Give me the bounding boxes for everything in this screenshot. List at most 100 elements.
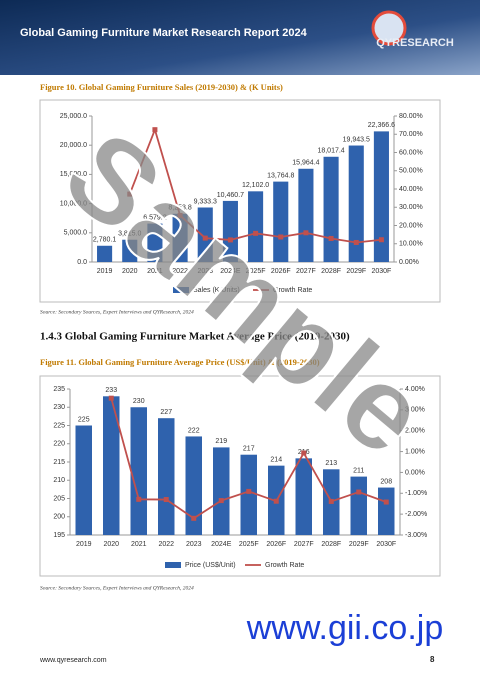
y2-tick-label: -2.00% <box>405 511 427 518</box>
y-tick-label: 0.0 <box>77 259 87 266</box>
growth-marker <box>301 450 307 456</box>
bar <box>373 131 389 262</box>
bar <box>222 200 238 262</box>
x-tick-label: 2027F <box>294 541 314 548</box>
x-tick-label: 2026F <box>266 541 286 548</box>
bar <box>273 181 289 262</box>
data-label: 13,764.8 <box>267 172 294 179</box>
x-tick-label: 2021 <box>131 541 147 548</box>
figure-caption: Figure 11. Global Gaming Furniture Avera… <box>40 357 320 367</box>
bar <box>185 436 202 535</box>
data-label: 8,253.8 <box>168 205 191 212</box>
y2-tick-label: 30.00% <box>399 204 423 211</box>
bar <box>158 418 175 535</box>
data-label: 12,102.0 <box>242 182 269 189</box>
bar <box>295 458 312 535</box>
x-tick-label: 2019 <box>97 268 113 275</box>
legend-label: Growth Rate <box>273 287 312 294</box>
x-tick-label: 2022 <box>172 268 188 275</box>
growth-marker <box>163 497 169 503</box>
bar <box>172 213 188 262</box>
y-tick-label: 230 <box>53 404 65 411</box>
y2-tick-label: 0.00% <box>399 259 419 266</box>
data-label: 19,943.5 <box>343 136 370 143</box>
growth-marker <box>356 489 362 495</box>
growth-marker <box>273 498 279 504</box>
page-number: 8 <box>430 655 435 664</box>
y-tick-label: 215 <box>53 459 65 466</box>
x-tick-label: 2022 <box>158 541 174 548</box>
x-tick-label: 2021 <box>147 268 163 275</box>
section-heading: 1.4.3 Global Gaming Furniture Market Ave… <box>40 331 350 343</box>
growth-marker <box>136 496 142 502</box>
y2-tick-label: 2.00% <box>405 428 425 435</box>
data-label: 217 <box>243 446 255 453</box>
data-label: 10,460.7 <box>217 192 244 199</box>
x-tick-label: 2029F <box>346 268 366 275</box>
y2-tick-label: -1.00% <box>405 490 427 497</box>
growth-marker <box>152 127 158 133</box>
growth-marker <box>253 230 259 236</box>
bar <box>147 223 163 262</box>
growth-marker <box>303 230 309 236</box>
y-tick-label: 15,000.0 <box>60 171 87 178</box>
legend-label: Growth Rate <box>265 562 304 569</box>
logo-mark <box>371 10 407 46</box>
x-tick-label: 2023 <box>186 541 202 548</box>
y-tick-label: 210 <box>53 477 65 484</box>
y2-tick-label: 70.00% <box>399 131 423 138</box>
data-label: 211 <box>353 467 364 474</box>
x-tick-label: 2019 <box>76 541 92 548</box>
growth-marker <box>127 191 133 197</box>
legend-label: Price (US$/Unit) <box>185 562 236 569</box>
x-tick-label: 2026F <box>271 268 291 275</box>
data-label: 6,579.2 <box>143 214 166 221</box>
x-tick-label: 2023 <box>197 268 213 275</box>
growth-marker <box>246 488 252 494</box>
y2-tick-label: 3.00% <box>405 407 425 414</box>
footer-url: www.qyresearch.com <box>39 657 107 664</box>
x-tick-label: 2028F <box>321 541 341 548</box>
y-tick-label: 235 <box>53 386 65 393</box>
growth-marker <box>328 235 334 241</box>
bar <box>122 239 138 262</box>
x-tick-label: 2024E <box>211 541 232 548</box>
data-label: 230 <box>133 398 145 405</box>
y2-tick-label: 80.00% <box>399 113 423 120</box>
growth-marker <box>328 498 334 504</box>
x-tick-label: 2028F <box>321 268 341 275</box>
bar <box>298 168 314 262</box>
y-tick-label: 5,000.0 <box>64 230 87 237</box>
bar <box>350 476 367 535</box>
bar <box>103 396 120 535</box>
data-label: 214 <box>270 456 282 463</box>
data-label: 225 <box>78 416 90 423</box>
bar <box>248 191 264 262</box>
data-label: 3,815.0 <box>118 231 141 238</box>
data-label: 18,017.4 <box>317 148 344 155</box>
x-tick-label: 2027F <box>296 268 316 275</box>
y-tick-label: 25,000.0 <box>60 113 87 120</box>
y-tick-label: 225 <box>53 422 65 429</box>
bar <box>130 407 147 535</box>
x-tick-label: 2025F <box>239 541 259 548</box>
bar <box>348 145 364 262</box>
x-tick-label: 2029F <box>349 541 369 548</box>
bar <box>323 156 339 262</box>
y2-tick-label: 4.00% <box>405 386 425 393</box>
x-tick-label: 2025F <box>246 268 266 275</box>
data-label: 219 <box>215 438 227 445</box>
growth-marker <box>383 499 389 505</box>
x-tick-label: 2020 <box>103 541 119 548</box>
bar <box>213 447 230 535</box>
site-watermark: www.gii.co.jp <box>246 609 444 647</box>
bar <box>197 207 213 262</box>
legend-swatch <box>173 287 189 293</box>
data-label: 213 <box>325 460 337 467</box>
bar <box>97 245 113 262</box>
bar <box>240 454 257 535</box>
header-title: Global Gaming Furniture Market Research … <box>20 27 308 39</box>
x-tick-label: 2024E <box>220 268 241 275</box>
